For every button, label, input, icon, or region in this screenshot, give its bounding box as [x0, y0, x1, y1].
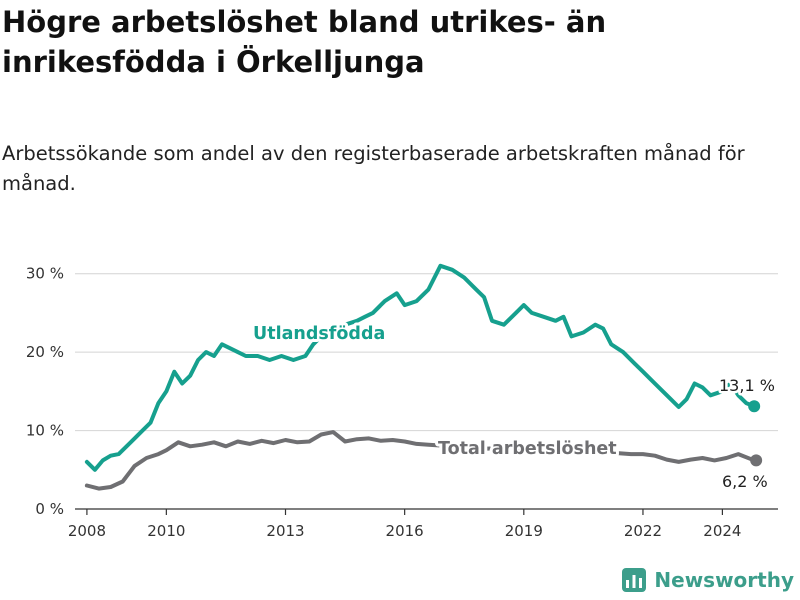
end-point-total: [750, 454, 763, 467]
chart-subtitle: Arbetssökande som andel av den registerb…: [2, 142, 745, 195]
brand-name: Newsworthy: [654, 568, 794, 592]
series-label-total: Total arbetslöshet: [438, 439, 617, 459]
bar-chart-logo-icon: [622, 568, 647, 592]
y-tick-label: 20 %: [26, 343, 64, 361]
end-label-foreign-born: 13,1 %: [719, 376, 775, 395]
series-lines: [84, 263, 763, 491]
x-tick-label: 2010: [147, 522, 185, 540]
end-label-total: 6,2 %: [722, 472, 768, 491]
y-tick-label: 10 %: [26, 422, 64, 440]
newsworthy-logo: Newsworthy: [622, 568, 794, 592]
x-tick-label: 2022: [624, 522, 662, 540]
x-tick-label: 2016: [386, 522, 424, 540]
x-tick-label: 2008: [68, 522, 106, 540]
x-tick-label: 2024: [703, 522, 741, 540]
gridlines: [75, 273, 778, 432]
y-tick-label: 0 %: [35, 500, 64, 518]
series-label-foreign-born: Utlandsfödda: [253, 324, 385, 344]
series-line-total: [84, 430, 759, 491]
y-tick-label: 30 %: [26, 265, 64, 283]
chart-title: Högre arbetslöshet bland utrikes- än inr…: [2, 5, 607, 79]
end-point-foreign-born: [748, 400, 761, 413]
series-labels: Utlandsfödda Total arbetslöshet 13,1 % 6,2 …: [250, 321, 777, 494]
series-line-foreign-born: [84, 263, 757, 472]
x-tick-label: 2013: [266, 522, 304, 540]
axes: 0 % 10 % 20 % 30 % 2008 2010 2013 2016 2019 2022 2…: [26, 265, 778, 540]
x-tick-label: 2019: [505, 522, 543, 540]
